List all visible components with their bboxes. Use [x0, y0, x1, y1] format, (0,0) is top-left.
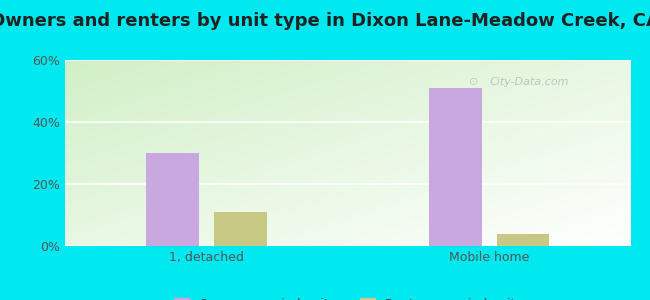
Bar: [214, 212, 266, 246]
Legend: Owner occupied units, Renter occupied units: Owner occupied units, Renter occupied un…: [169, 293, 526, 300]
Text: ⊙: ⊙: [469, 77, 478, 87]
Bar: [146, 153, 199, 246]
Bar: [429, 88, 482, 246]
Text: City-Data.com: City-Data.com: [489, 77, 569, 87]
Bar: [497, 234, 549, 246]
Text: Owners and renters by unit type in Dixon Lane-Meadow Creek, CA: Owners and renters by unit type in Dixon…: [0, 12, 650, 30]
